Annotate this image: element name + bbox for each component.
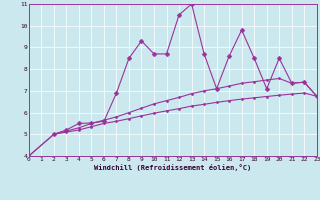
X-axis label: Windchill (Refroidissement éolien,°C): Windchill (Refroidissement éolien,°C) — [94, 164, 252, 171]
